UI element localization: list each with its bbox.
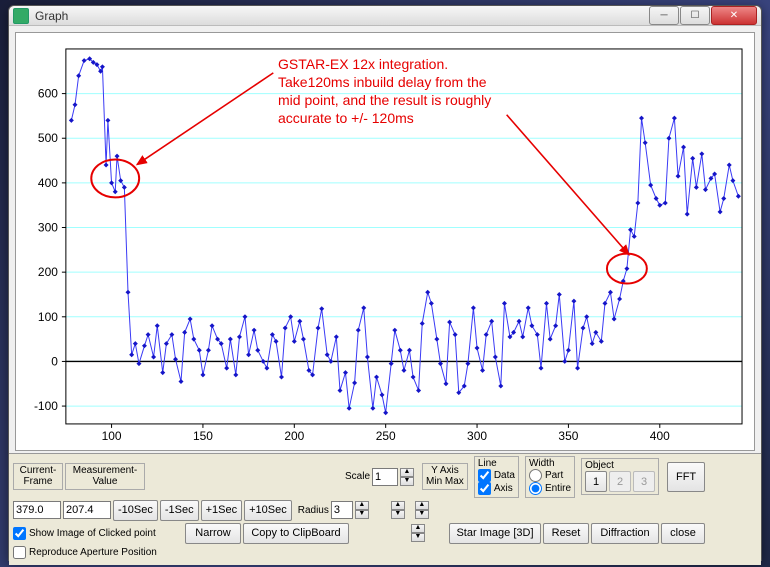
width-header: Width [529, 458, 571, 469]
radius-input[interactable] [331, 501, 353, 519]
object-2-button: 2 [609, 471, 631, 492]
annotation-text: GSTAR-EX 12x integration. Take120ms inbu… [278, 55, 491, 127]
svg-text:100: 100 [38, 310, 58, 324]
diffraction-button[interactable]: Diffraction [591, 523, 659, 544]
plus-10sec-button[interactable]: +10Sec [244, 500, 292, 521]
show-clicked-checkbox[interactable]: Show Image of Clicked point [13, 527, 183, 540]
svg-text:-100: -100 [34, 399, 58, 413]
line-header: Line [478, 458, 515, 469]
radius-label: Radius [298, 505, 329, 516]
svg-text:400: 400 [650, 429, 670, 443]
svg-text:300: 300 [38, 221, 58, 235]
svg-text:200: 200 [38, 265, 58, 279]
measurement-label: Measurement- Value [69, 465, 141, 487]
close-window-button[interactable]: ✕ [711, 6, 757, 25]
svg-text:150: 150 [193, 429, 213, 443]
frame-input[interactable] [13, 501, 61, 519]
maximize-button[interactable]: ☐ [680, 6, 710, 25]
svg-text:100: 100 [102, 429, 122, 443]
svg-text:200: 200 [284, 429, 304, 443]
measurement-group: Measurement- Value [65, 463, 145, 490]
object-header: Object [585, 460, 655, 471]
line-group: Line Data Axis [474, 456, 519, 498]
svg-text:250: 250 [376, 429, 396, 443]
data-checkbox[interactable]: Data [478, 469, 515, 482]
width-group: Width Part Entire [525, 456, 575, 498]
graph-window: Graph ─ ☐ ✕ -100 0 100 200 300 400 500 600 100 15… [8, 5, 762, 561]
object-1-button[interactable]: 1 [585, 471, 607, 492]
titlebar[interactable]: Graph ─ ☐ ✕ [9, 6, 761, 26]
object-group: Object 1 2 3 [581, 458, 659, 495]
minus-1sec-button[interactable]: -1Sec [160, 500, 199, 521]
svg-text:0: 0 [51, 354, 58, 368]
window-title: Graph [35, 9, 648, 23]
plus-1sec-button[interactable]: +1Sec [201, 500, 243, 521]
svg-text:400: 400 [38, 176, 58, 190]
radius-spinner[interactable]: ▲▼ [355, 501, 369, 519]
current-frame-group: Current- Frame [13, 463, 63, 490]
minimize-button[interactable]: ─ [649, 6, 679, 25]
frame-label: Current- Frame [17, 465, 59, 487]
app-icon [13, 8, 29, 24]
copy-clipboard-button[interactable]: Copy to ClipBoard [243, 523, 349, 544]
yaxis-group: Y Axis Min Max [422, 463, 468, 490]
svg-text:350: 350 [558, 429, 578, 443]
reproduce-aperture-checkbox[interactable]: Reproduce Aperture Position [13, 546, 157, 559]
scale-label: Scale [345, 471, 370, 482]
extra-spinner[interactable]: ▲▼ [411, 524, 425, 542]
minus-10sec-button[interactable]: -10Sec [113, 500, 158, 521]
ymax-spinner[interactable]: ▲▼ [415, 501, 429, 519]
object-3-button: 3 [633, 471, 655, 492]
svg-text:500: 500 [38, 131, 58, 145]
part-radio[interactable]: Part [529, 469, 571, 482]
yaxis-label: Y Axis Min Max [426, 465, 464, 487]
svg-text:300: 300 [467, 429, 487, 443]
fft-button[interactable]: FFT [667, 462, 705, 492]
controls-panel: Current- Frame Measurement- Value Scale … [9, 453, 761, 565]
ymin-spinner[interactable]: ▲▼ [391, 501, 405, 519]
close-button[interactable]: close [661, 523, 705, 544]
svg-text:600: 600 [38, 87, 58, 101]
narrow-button[interactable]: Narrow [185, 523, 241, 544]
entire-radio[interactable]: Entire [529, 482, 571, 495]
star-image-button[interactable]: Star Image [3D] [449, 523, 541, 544]
reset-button[interactable]: Reset [543, 523, 589, 544]
scale-spinner[interactable]: ▲▼ [400, 468, 414, 486]
axis-checkbox[interactable]: Axis [478, 482, 515, 495]
measurement-input[interactable] [63, 501, 111, 519]
scale-input[interactable] [372, 468, 398, 486]
chart-area[interactable]: -100 0 100 200 300 400 500 600 100 150 200 250 300 35… [15, 32, 755, 451]
